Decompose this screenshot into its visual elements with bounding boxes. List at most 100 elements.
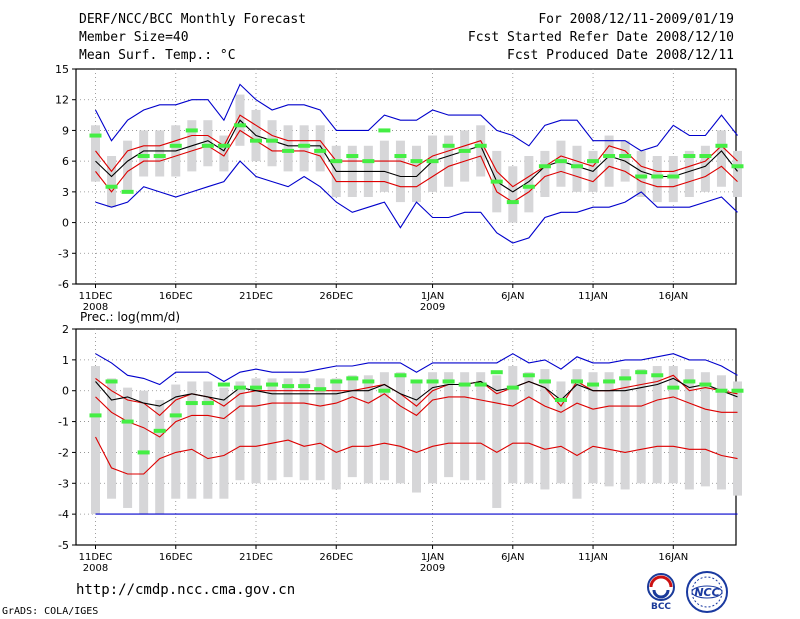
temperature-spread-box [556,140,566,187]
precipitation-spread-box [588,372,598,484]
temperature-observed-mark [538,164,551,169]
precipitation-xtick-label: 1JAN [421,552,444,563]
precipitation-spread-box [155,399,165,515]
precipitation-observed-mark [699,382,712,387]
temperature-observed-mark [603,154,616,159]
temperature-spread-box [412,145,421,203]
precipitation-xtick-label: 11DEC [79,552,113,563]
temperature-observed-mark [378,128,391,133]
precipitation-spread-box [556,381,566,484]
temperature-observed-mark [474,143,487,148]
precipitation-ytick-label: -2 [58,446,69,459]
precipitation-observed-mark [298,384,311,389]
precipitation-observed-mark [635,370,648,375]
precipitation-xtick-label: 26DEC [319,552,353,563]
temperature-spread-box [460,130,470,182]
temperature-spread-box [652,156,662,203]
precipitation-xtick-year: 2008 [83,563,108,574]
temperature-observed-mark [233,123,246,128]
precipitation-observed-mark [153,428,166,433]
precipitation-spread-box [636,369,646,484]
precipitation-observed-mark [330,379,343,384]
precipitation-spread-box [379,372,389,481]
produced-date: Fcst Produced Date 2008/12/11 [507,48,734,63]
precipitation-observed-mark [538,379,551,384]
precipitation-observed-mark [169,413,182,418]
precipitation-spread-box [107,378,117,499]
precipitation-observed-mark [410,379,423,384]
temperature-xtick-label: 21DEC [239,291,273,302]
precipitation-spread-box [508,366,518,484]
precipitation-spread-box [267,378,277,481]
temperature-spread-box [283,125,293,172]
temperature-spread-box [395,140,405,203]
temperature-observed-mark [522,184,535,189]
temperature-spread-box [428,135,438,192]
temperature-observed-mark [683,154,696,159]
temperature-observed-mark [554,159,567,164]
temperature-spread-box [524,156,534,213]
temperature-xtick-label: 16DEC [159,291,193,302]
temperature-observed-mark [699,154,712,159]
precipitation-spread-box [668,366,678,484]
temperature-ytick-label: 0 [62,217,69,230]
precipitation-xtick-label: 16JAN [658,552,688,563]
precipitation-observed-mark [89,413,102,418]
temperature-spread-box [476,125,486,177]
precipitation-spread-box [235,381,245,481]
precipitation-xtick-year: 2009 [420,563,445,574]
precipitation-spread-box [283,378,293,478]
temperature-spread-box [716,130,726,187]
precipitation-spread-box [363,375,373,484]
bcc-logo-text: BCC [651,602,671,611]
variable-label: Mean Surf. Temp.: °C [79,48,236,63]
temperature-spread-box [267,120,277,167]
source-url[interactable]: http://cmdp.ncc.cma.gov.cn [76,582,296,598]
precipitation-observed-mark [282,384,295,389]
precipitation-xtick-label: 16DEC [159,552,193,563]
precipitation-spread-box [123,387,133,508]
precipitation-spread-box [492,375,502,508]
ncc-logo-icon: NCC [686,571,728,613]
precipitation-median-line [95,377,738,407]
temperature-min-line [95,160,738,244]
precipitation-observed-mark [362,379,375,384]
temperature-observed-mark [394,154,407,159]
temperature-observed-mark [121,189,134,194]
temperature-observed-mark [250,138,262,143]
temperature-observed-mark [442,143,455,148]
temperature-observed-mark [314,148,327,153]
temperature-observed-mark [330,159,343,164]
temperature-spread-box [572,145,582,192]
temperature-observed-mark [490,179,503,184]
temperature-observed-mark [201,143,214,148]
precipitation-observed-mark [506,385,519,390]
temperature-observed-mark [185,128,198,133]
temperature-spread-box [636,150,646,197]
precipitation-observed-mark [619,376,632,381]
temperature-xtick-label: 11DEC [79,291,113,302]
temperature-observed-mark [298,143,311,148]
precipitation-observed-mark [378,388,391,393]
precipitation-spread-box [315,378,325,481]
precipitation-spread-box [524,372,534,484]
temperature-xtick-label: 26DEC [319,291,353,302]
temperature-spread-box [203,120,213,167]
temperature-ytick-label: 12 [55,94,69,107]
temperature-xtick-label: 16JAN [658,291,688,302]
temperature-max-line [95,83,738,152]
precipitation-spread-box [331,378,341,490]
precipitation-ytick-label: 2 [62,323,69,336]
precipitation-max-line [95,353,738,386]
temperature-xtick-year: 2008 [83,302,108,313]
temperature-observed-mark [458,148,471,153]
temperature-spread-box [540,150,550,197]
precipitation-observed-mark [490,370,503,375]
precipitation-spread-box [444,372,454,478]
temperature-observed-mark [89,133,102,138]
temperature-spread-box [107,156,117,208]
precipitation-xtick-label: 11JAN [578,552,608,563]
precipitation-spread-box [716,375,726,490]
precipitation-observed-mark [651,373,664,378]
precipitation-observed-mark [426,379,439,384]
